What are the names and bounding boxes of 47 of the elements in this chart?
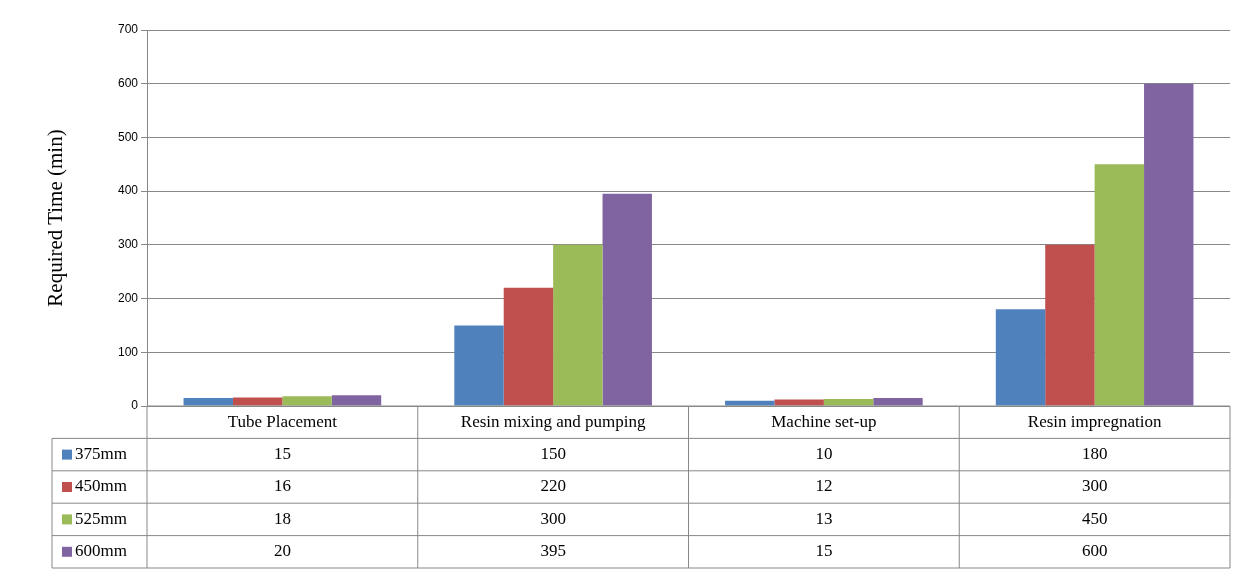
data-label: 150 <box>540 444 566 464</box>
y-tick-label: 600 <box>117 76 139 91</box>
y-tick-label: 500 <box>117 129 139 144</box>
x-tick-label: Resin mixing and pumping <box>460 411 646 431</box>
data-label: 12 <box>815 476 833 496</box>
y-tick-label: 700 <box>117 22 139 37</box>
bar <box>183 397 233 406</box>
data-label: 300 <box>1081 476 1108 496</box>
data-label: 220 <box>540 476 566 496</box>
bar <box>995 309 1046 406</box>
x-tick-label: Resin impregnation <box>1027 411 1162 431</box>
legend-label: 600mm <box>75 541 127 561</box>
bar <box>282 396 332 406</box>
bar <box>553 244 603 406</box>
x-tick-label: Machine set-up <box>771 411 877 431</box>
x-tick-label: Tube Placement <box>227 411 338 431</box>
bar <box>503 287 554 406</box>
data-label: 15 <box>815 541 833 561</box>
y-tick-label: 0 <box>131 398 139 413</box>
data-label: 450 <box>1081 508 1108 528</box>
data-label: 600 <box>1081 541 1108 561</box>
y-tick-label: 100 <box>117 344 139 359</box>
data-label: 20 <box>273 541 291 561</box>
data-label: 13 <box>815 508 833 528</box>
legend-label: 525mm <box>75 508 127 528</box>
data-label: 16 <box>273 476 291 496</box>
bar <box>1045 244 1095 406</box>
data-label: 180 <box>1081 444 1108 464</box>
y-tick-label: 400 <box>117 183 139 198</box>
data-label: 15 <box>273 444 291 464</box>
data-label: 300 <box>540 508 566 528</box>
bar <box>454 325 504 406</box>
y-tick-label: 200 <box>117 290 139 305</box>
bar <box>1144 83 1194 406</box>
data-label: 18 <box>273 508 291 528</box>
data-label: 10 <box>815 444 833 464</box>
bar <box>1094 164 1145 406</box>
data-label: 395 <box>540 541 566 561</box>
y-tick-label: 300 <box>117 237 139 252</box>
legend-label: 375mm <box>75 444 127 464</box>
bar <box>331 395 382 406</box>
y-axis-title: Required Time (min) <box>43 129 68 307</box>
bar <box>602 193 652 406</box>
bar <box>232 397 283 406</box>
bar <box>873 397 923 406</box>
bar <box>823 399 874 406</box>
legend-label: 450mm <box>75 476 127 496</box>
